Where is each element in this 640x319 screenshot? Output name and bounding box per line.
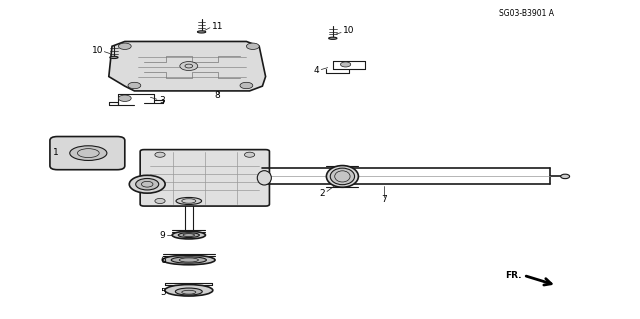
Text: 1: 1 [54, 148, 59, 157]
Ellipse shape [110, 56, 118, 59]
Ellipse shape [330, 168, 355, 185]
Text: FR.: FR. [505, 271, 522, 280]
Ellipse shape [163, 255, 215, 265]
Ellipse shape [257, 171, 271, 185]
Text: SG03-B3901 A: SG03-B3901 A [499, 9, 554, 18]
Ellipse shape [197, 31, 206, 33]
Circle shape [244, 152, 255, 157]
Text: 6: 6 [161, 256, 166, 265]
Circle shape [155, 152, 165, 157]
Ellipse shape [172, 231, 205, 239]
Text: 3: 3 [159, 96, 164, 105]
Text: 4: 4 [314, 66, 319, 75]
Text: 2: 2 [320, 189, 325, 198]
FancyBboxPatch shape [50, 137, 125, 170]
Text: 5: 5 [161, 288, 166, 297]
Ellipse shape [329, 37, 337, 39]
Circle shape [246, 43, 259, 49]
Circle shape [561, 174, 570, 179]
Circle shape [118, 95, 131, 101]
Ellipse shape [70, 146, 107, 160]
Circle shape [180, 62, 198, 70]
Ellipse shape [172, 257, 206, 263]
Text: 8: 8 [215, 91, 220, 100]
Ellipse shape [165, 285, 212, 296]
Ellipse shape [178, 233, 200, 237]
Ellipse shape [175, 288, 202, 295]
Text: 11: 11 [212, 22, 223, 31]
Circle shape [128, 82, 141, 89]
Circle shape [118, 43, 131, 49]
Circle shape [340, 62, 351, 67]
Polygon shape [109, 41, 266, 91]
Ellipse shape [326, 166, 358, 187]
Text: 10: 10 [343, 26, 355, 35]
Circle shape [240, 82, 253, 89]
Ellipse shape [176, 197, 202, 204]
Text: 7: 7 [381, 195, 387, 204]
Circle shape [129, 175, 165, 193]
Text: 9: 9 [159, 231, 164, 240]
Circle shape [136, 179, 159, 190]
Text: 10: 10 [92, 46, 103, 55]
Circle shape [155, 198, 165, 204]
FancyBboxPatch shape [140, 150, 269, 206]
